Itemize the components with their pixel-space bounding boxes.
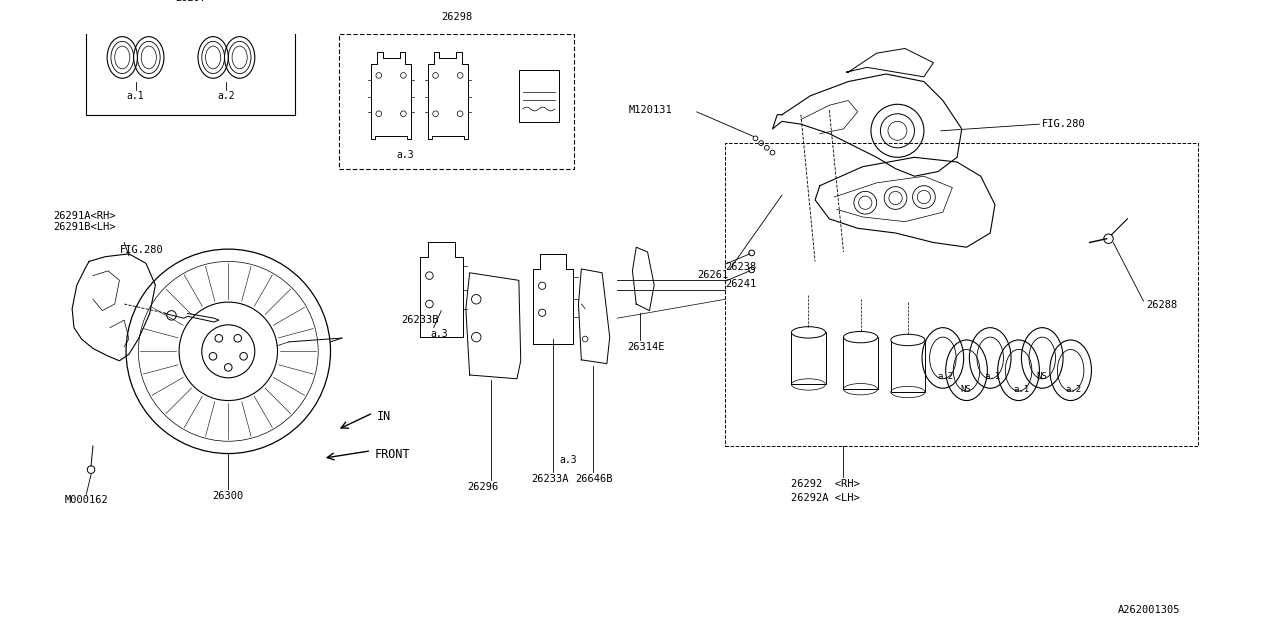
Text: FIG.280: FIG.280	[1042, 119, 1085, 129]
Text: a.2: a.2	[218, 92, 236, 101]
Bar	[726, 143, 1198, 446]
Ellipse shape	[791, 326, 826, 338]
Text: A262001305: A262001305	[1117, 605, 1180, 614]
Text: M000162: M000162	[64, 495, 109, 505]
Text: IN: IN	[376, 410, 392, 423]
Text: 26292A <LH>: 26292A <LH>	[791, 493, 860, 503]
Text: 26292  <RH>: 26292 <RH>	[791, 479, 860, 489]
Text: 26297: 26297	[175, 0, 206, 3]
Ellipse shape	[891, 334, 925, 346]
Text: 26233B: 26233B	[402, 315, 439, 325]
Polygon shape	[815, 157, 995, 247]
Bar	[844, 337, 878, 389]
Text: FRONT: FRONT	[375, 448, 411, 461]
Text: 26291A<RH>: 26291A<RH>	[54, 211, 115, 221]
Text: 26241: 26241	[726, 279, 756, 289]
Text: 26646B: 26646B	[576, 474, 613, 484]
Text: M120131: M120131	[628, 105, 672, 115]
Bar	[339, 35, 573, 169]
Text: 26296: 26296	[467, 482, 498, 492]
Text: 26238: 26238	[726, 262, 756, 272]
Text: NS: NS	[961, 385, 972, 394]
Text: a.3: a.3	[559, 455, 577, 465]
Text: a.2: a.2	[937, 372, 954, 381]
Text: NS: NS	[1037, 372, 1047, 381]
Text: 26291B<LH>: 26291B<LH>	[54, 222, 115, 232]
Text: FIG.280: FIG.280	[119, 245, 163, 255]
Text: 26300: 26300	[212, 491, 244, 501]
Text: a.3: a.3	[397, 150, 415, 161]
Bar	[518, 70, 558, 122]
Text: 26314E: 26314E	[627, 342, 666, 351]
Text: a.1: a.1	[984, 372, 1001, 381]
Bar	[86, 15, 294, 115]
Text: a.3: a.3	[430, 330, 448, 339]
Ellipse shape	[844, 332, 878, 343]
Text: 26288: 26288	[1147, 300, 1178, 310]
Text: 26298: 26298	[440, 12, 472, 22]
Bar	[791, 332, 826, 385]
Text: a.1: a.1	[1012, 385, 1029, 394]
Bar	[891, 340, 925, 392]
Text: 26233A: 26233A	[531, 474, 568, 484]
Text: 26261: 26261	[696, 269, 728, 280]
Text: a.1: a.1	[127, 92, 145, 101]
Text: a.2: a.2	[1065, 385, 1082, 394]
